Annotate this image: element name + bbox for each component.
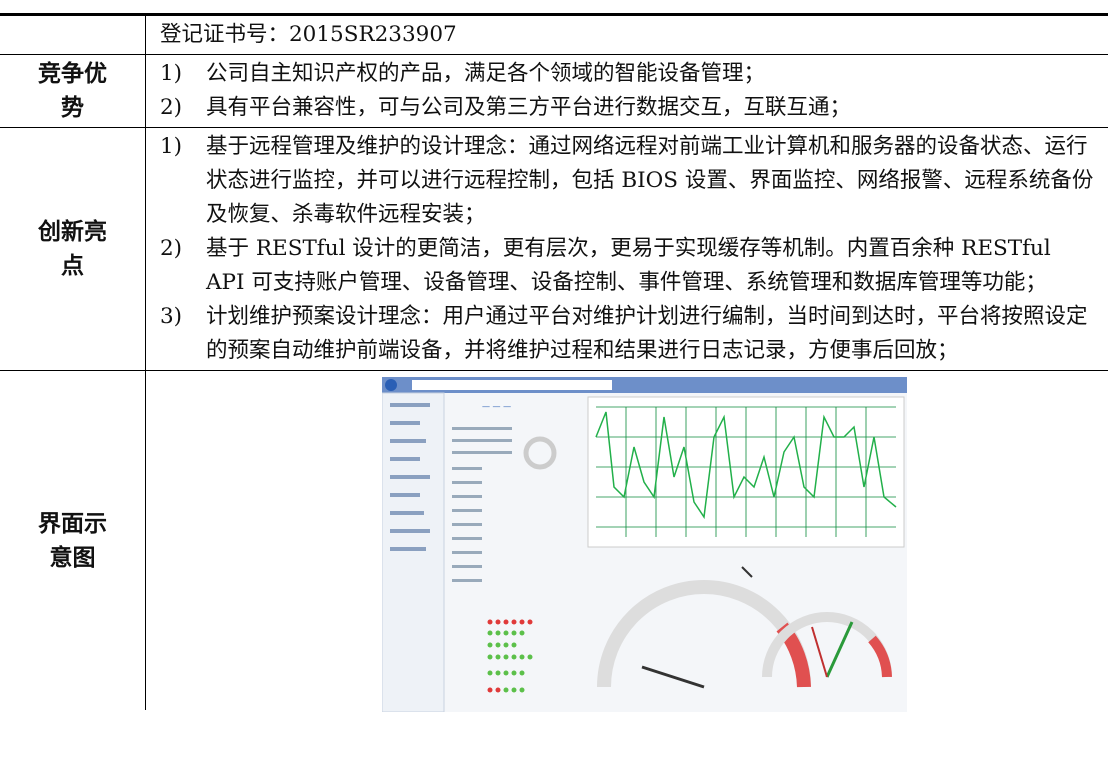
row-content: 登记证书号：2015SR233907 bbox=[146, 16, 1108, 54]
item-text: 公司自主知识产权的产品，满足各个领域的智能设备管理； bbox=[206, 61, 766, 86]
item-text: 基于远程管理及维护的设计理念：通过网络远程对前端工业计算机和服务器的设备状态、运… bbox=[206, 134, 1094, 227]
table: 登记证书号：2015SR233907 竞争优势 1) 公司自主知识产权的产品，满足各个… bbox=[0, 13, 1108, 712]
table-row: 界面示意图 — — — bbox=[0, 371, 1108, 712]
item-text: 计划维护预案设计理念：用户通过平台对维护计划进行编制，当时间到达时，平台将按照设… bbox=[206, 304, 1088, 363]
row-content: — — — bbox=[146, 371, 1108, 712]
table-row: 登记证书号：2015SR233907 bbox=[0, 16, 1108, 55]
list-item: 1) 公司自主知识产权的产品，满足各个领域的智能设备管理； bbox=[160, 57, 1096, 91]
list-item: 3) 计划维护预案设计理念：用户通过平台对维护计划进行编制，当时间到达时，平台将按… bbox=[160, 300, 1096, 368]
list-item: 2) 基于 RESTful 设计的更简洁，更有层次，更易于实现缓存等机制。内置百余… bbox=[160, 232, 1096, 300]
row-label: 创新亮点 bbox=[0, 128, 146, 370]
table-row: 创新亮点 1) 基于远程管理及维护的设计理念：通过网络远程对前端工业计算机和服务器的… bbox=[0, 128, 1108, 371]
item-text: 具有平台兼容性，可与公司及第三方平台进行数据交互，互联互通； bbox=[206, 95, 852, 120]
list-item: 2) 具有平台兼容性，可与公司及第三方平台进行数据交互，互联互通； bbox=[160, 91, 1096, 125]
screenshot-area: — — — bbox=[160, 373, 1096, 712]
row-label bbox=[0, 16, 146, 54]
item-number: 2) bbox=[160, 95, 183, 120]
row-label: 竞争优势 bbox=[0, 55, 146, 127]
item-number: 1) bbox=[160, 61, 183, 86]
table-row: 竞争优势 1) 公司自主知识产权的产品，满足各个领域的智能设备管理； 2) 具有平台兼容… bbox=[0, 55, 1108, 128]
row-content: 1) 基于远程管理及维护的设计理念：通过网络远程对前端工业计算机和服务器的设备状态… bbox=[146, 128, 1108, 370]
row-label: 界面示意图 bbox=[0, 371, 146, 710]
item-number: 3) bbox=[160, 304, 183, 329]
list-item: 登记证书号：2015SR233907 bbox=[160, 18, 1096, 52]
row-content: 1) 公司自主知识产权的产品，满足各个领域的智能设备管理； 2) 具有平台兼容性，可与… bbox=[146, 55, 1108, 127]
list-item: 1) 基于远程管理及维护的设计理念：通过网络远程对前端工业计算机和服务器的设备状态… bbox=[160, 130, 1096, 232]
item-text: 基于 RESTful 设计的更简洁，更有层次，更易于实现缓存等机制。内置百余种 … bbox=[206, 236, 1051, 295]
item-number: 1) bbox=[160, 134, 183, 159]
item-text: 登记证书号：2015SR233907 bbox=[160, 22, 457, 47]
screenshot-image: — — — bbox=[382, 377, 907, 712]
item-number: 2) bbox=[160, 236, 183, 261]
svg-text:— — —: — — — bbox=[482, 402, 511, 411]
